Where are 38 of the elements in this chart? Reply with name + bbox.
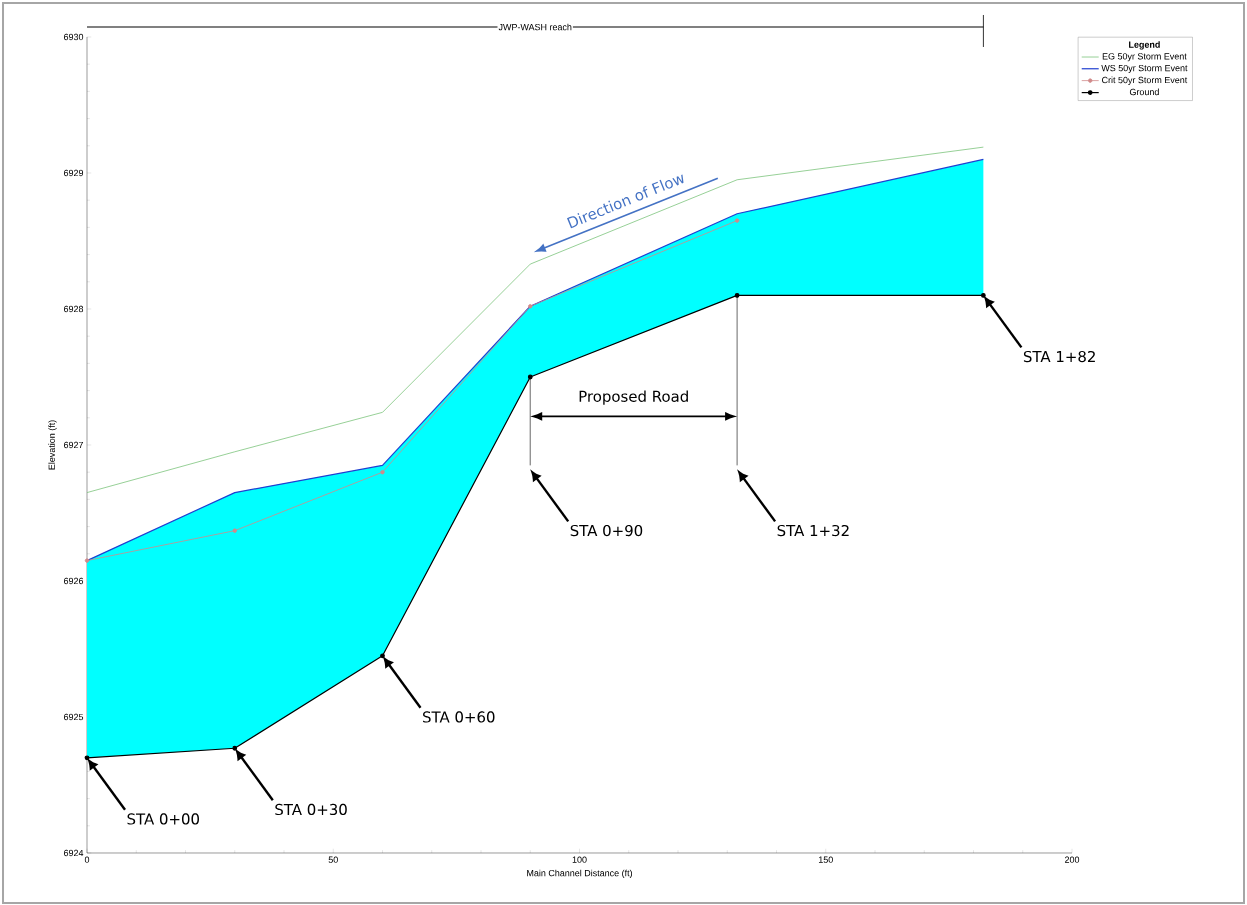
annotation: STA 0+00 (127, 813, 199, 825)
point (380, 469, 385, 475)
annotation: STA 1+32 (777, 524, 849, 537)
annotation: STA 1+82 (1023, 350, 1095, 363)
annotation: STA 0+30 (275, 803, 347, 816)
annotation: Proposed Road (579, 390, 688, 405)
y-axis-title: Elevation (ft) (48, 420, 57, 470)
y-tick-label: 6924 (63, 849, 84, 857)
x-tick-label: 50 (328, 856, 338, 863)
y-tick-label: 6930 (63, 33, 84, 41)
y-tick-label: 6926 (63, 577, 84, 585)
point (528, 304, 533, 309)
x-tick-label: 200 (1064, 856, 1080, 863)
point (232, 745, 238, 751)
point (527, 374, 533, 380)
point (980, 292, 986, 298)
legend-title: Legend (1129, 41, 1160, 50)
point (232, 528, 237, 533)
point (84, 558, 90, 563)
legend-label: Crit 50yr Storm Event (1102, 76, 1188, 85)
legend-label: WS 50yr Storm Event (1101, 64, 1188, 73)
line-series (86, 146, 984, 493)
point (84, 755, 90, 761)
text: Ground (1129, 88, 1159, 96)
text: JWP-WASH reach (498, 23, 572, 31)
x-tick-label: 100 (572, 856, 587, 863)
annotation: STA 0+60 (423, 711, 495, 723)
y-tick-label: 6925 (63, 713, 84, 721)
x-tick-label: 150 (818, 856, 833, 863)
legend-label: EG 50yr Storm Event (1102, 53, 1187, 62)
point (734, 218, 740, 223)
y-tick-label: 6929 (63, 169, 84, 177)
x-tick-label: 0 (84, 856, 90, 863)
y-tick-label: 6927 (63, 441, 84, 449)
annotation: STA 0+90 (570, 524, 643, 537)
y-tick-label: 6928 (63, 305, 84, 313)
point (380, 653, 385, 659)
x-axis-title: Main Channel Distance (ft) (527, 869, 633, 879)
